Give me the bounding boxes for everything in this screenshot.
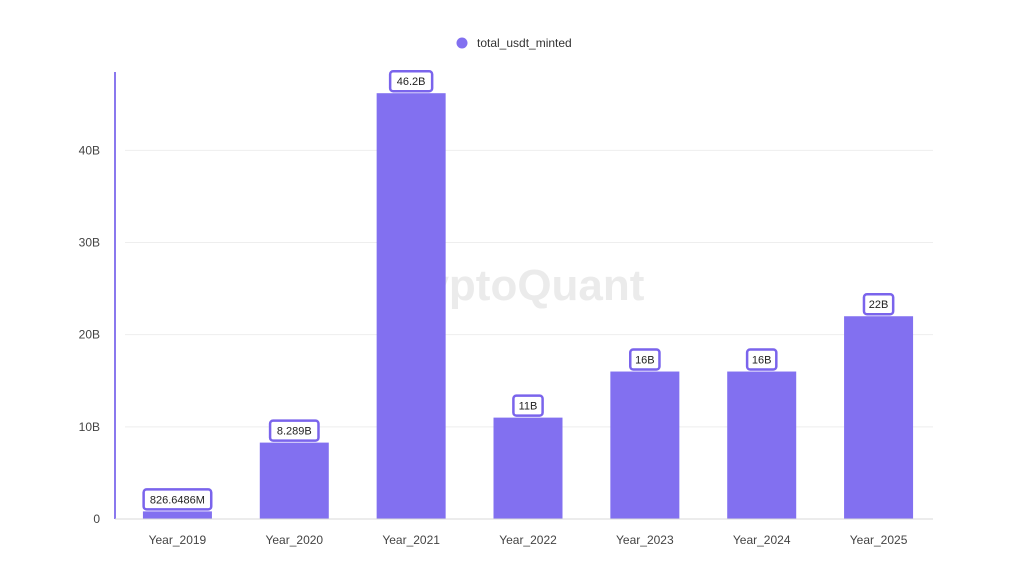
bar[interactable] [259,442,329,519]
data-label-box [745,348,778,371]
x-tick-label: Year_2020 [265,533,323,547]
data-label: 826.6486M [150,494,205,506]
bar[interactable] [376,93,446,519]
data-label-box [388,69,434,93]
data-label: 22B [869,299,889,311]
x-tick-label: Year_2023 [616,533,674,547]
bar[interactable] [610,371,680,519]
y-axis-ticks: 0 10B 20B 30B 40B [79,143,101,526]
y-tick-label: 20B [79,328,100,342]
data-label: 46.2B [397,76,426,88]
legend-label: total_usdt_minted [477,36,572,50]
data-labels: 826.6486M 8.289B 46.2B 11B 16B 16B 22B [142,69,895,511]
x-tick-label: Year_2021 [382,533,440,547]
bars [142,93,914,519]
data-label: 8.289B [277,426,312,438]
data-label: 16B [752,355,772,367]
legend-swatch [456,37,468,49]
y-tick-label: 40B [79,143,100,157]
y-tick-label: 30B [79,236,100,250]
x-tick-label: Year_2024 [733,533,791,547]
bar[interactable] [493,417,563,519]
y-tick-label: 0 [93,512,100,526]
bar[interactable] [727,371,797,519]
data-label-box [268,419,320,442]
bar[interactable] [142,511,212,519]
bar[interactable] [844,316,914,519]
data-label-box [142,488,213,511]
y-tick-label: 10B [79,420,100,434]
data-label-box [862,292,895,316]
x-tick-label: Year_2019 [149,533,207,547]
x-tick-label: Year_2022 [499,533,557,547]
legend[interactable]: total_usdt_minted [456,36,572,50]
data-label: 16B [635,355,655,367]
data-label-box [629,348,661,371]
axes [114,72,933,520]
x-axis-ticks: Year_2019 Year_2020 Year_2021 Year_2022 Year… [149,533,908,547]
data-label-box [512,394,544,417]
x-tick-label: Year_2025 [850,533,908,547]
data-label: 11B [519,401,538,413]
